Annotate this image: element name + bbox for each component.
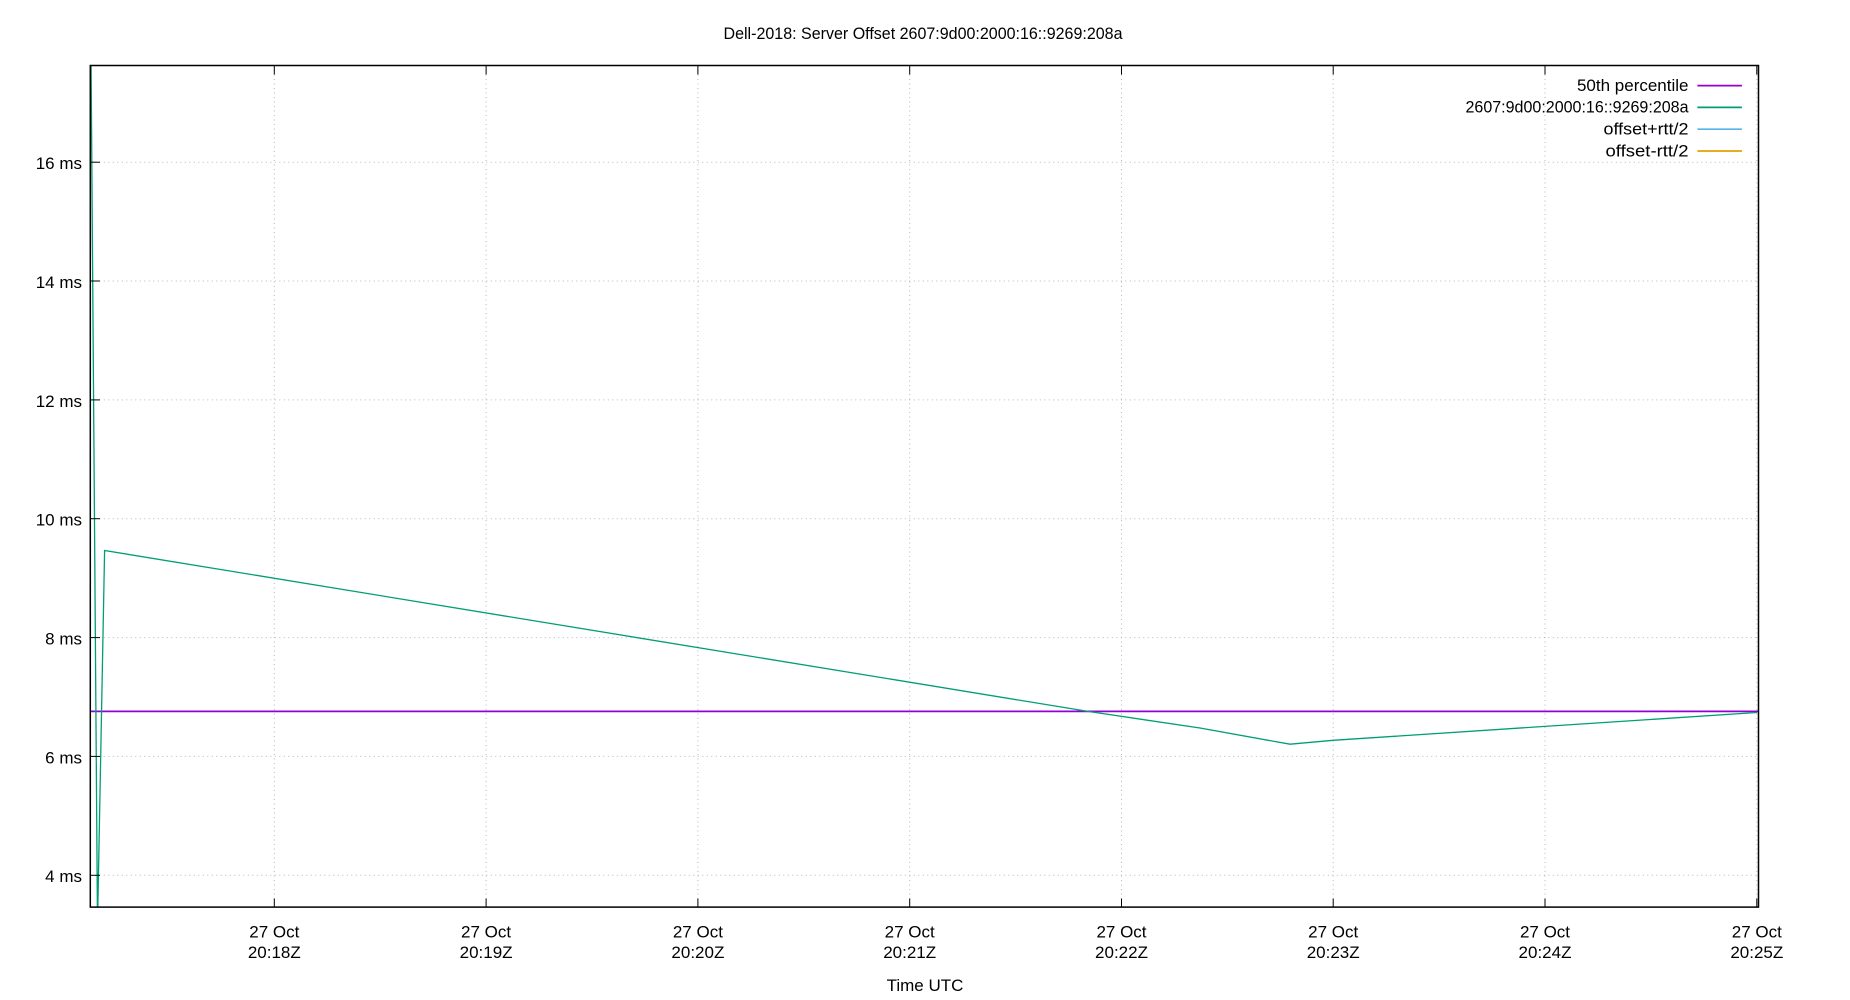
svg-text:20:22Z: 20:22Z [1095, 943, 1148, 962]
svg-text:Dell-2018: Server Offset 2607:: Dell-2018: Server Offset 2607:9d00:2000:… [724, 24, 1124, 43]
svg-text:20:19Z: 20:19Z [460, 943, 513, 962]
svg-text:10 ms: 10 ms [36, 511, 82, 530]
svg-text:Time UTC: Time UTC [887, 976, 964, 995]
svg-text:offset-rtt/2: offset-rtt/2 [1606, 141, 1689, 160]
svg-text:20:18Z: 20:18Z [248, 943, 301, 962]
svg-text:27 Oct: 27 Oct [1520, 923, 1570, 942]
svg-text:27 Oct: 27 Oct [1732, 923, 1782, 942]
svg-text:14 ms: 14 ms [36, 273, 82, 292]
svg-text:16 ms: 16 ms [36, 154, 82, 173]
svg-text:20:20Z: 20:20Z [671, 943, 724, 962]
svg-text:4 ms: 4 ms [45, 867, 82, 886]
svg-text:27 Oct: 27 Oct [1308, 923, 1358, 942]
svg-text:50th percentile: 50th percentile [1577, 76, 1689, 95]
svg-text:2607:9d00:2000:16::9269:208a: 2607:9d00:2000:16::9269:208a [1466, 98, 1690, 117]
svg-text:27 Oct: 27 Oct [673, 923, 723, 942]
svg-text:8 ms: 8 ms [45, 630, 82, 649]
svg-text:offset+rtt/2: offset+rtt/2 [1604, 120, 1689, 139]
svg-text:27 Oct: 27 Oct [1096, 923, 1146, 942]
svg-text:20:21Z: 20:21Z [883, 943, 936, 962]
svg-text:27 Oct: 27 Oct [885, 923, 935, 942]
svg-text:6 ms: 6 ms [45, 748, 82, 767]
svg-text:12 ms: 12 ms [36, 392, 82, 411]
svg-text:20:23Z: 20:23Z [1307, 943, 1360, 962]
svg-text:20:25Z: 20:25Z [1730, 943, 1783, 962]
svg-text:27 Oct: 27 Oct [461, 923, 511, 942]
svg-text:27 Oct: 27 Oct [249, 923, 299, 942]
svg-text:20:24Z: 20:24Z [1519, 943, 1572, 962]
